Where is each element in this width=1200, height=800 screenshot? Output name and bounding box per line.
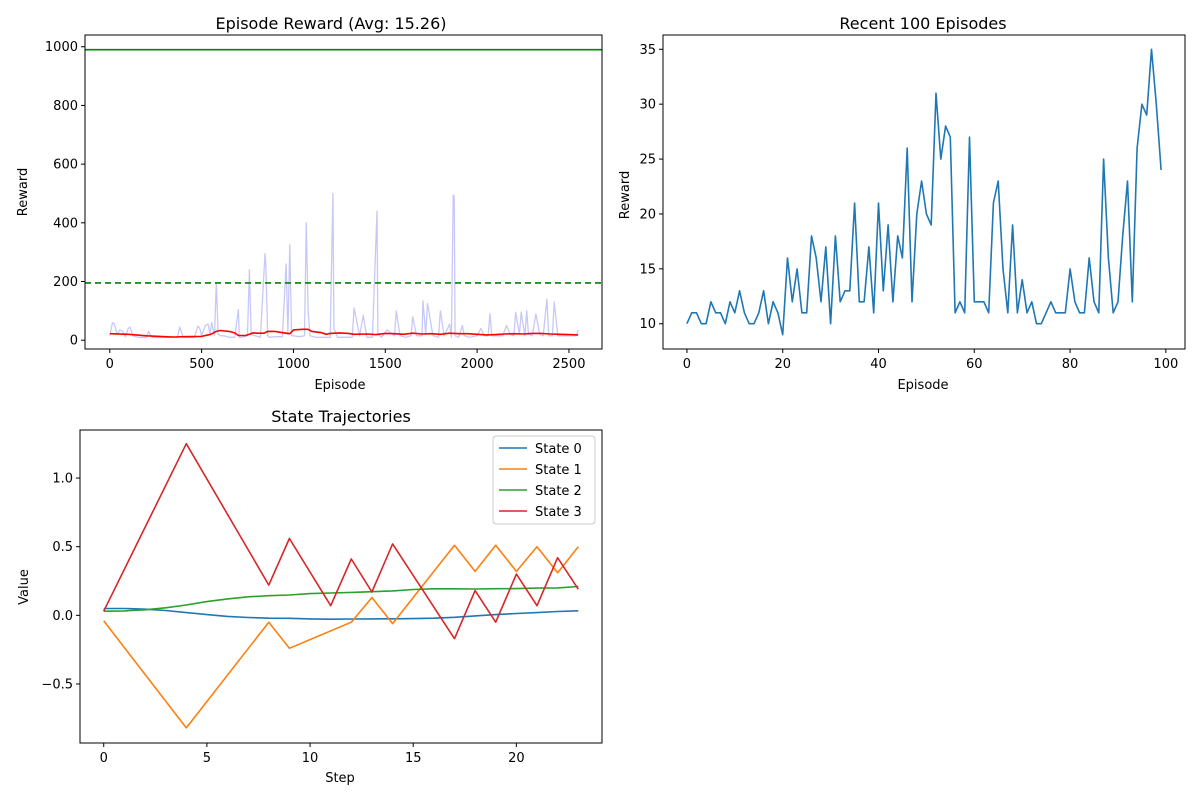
x-tick-label: 15 (405, 751, 422, 766)
y-tick-label: 1000 (45, 40, 78, 55)
y-tick-label: 400 (53, 216, 78, 231)
moving-average-line (109, 328, 579, 338)
x-tick-label: 0 (106, 357, 114, 372)
x-tick-label: 1000 (277, 357, 310, 372)
y-tick-label: 15 (639, 262, 656, 277)
series-line-0 (686, 48, 1162, 336)
y-tick-label: 0 (70, 334, 78, 349)
x-tick-label: 100 (1153, 357, 1178, 372)
recent-100-episodes-chart: Recent 100 Episodes 0 20 40 60 80 100 10 15 20 25… (618, 14, 1186, 393)
axes-frame (84, 34, 603, 350)
y-tick-label: 30 (639, 98, 656, 113)
y-tick-label: 600 (53, 158, 78, 173)
plot-area (686, 48, 1162, 336)
x-tick-label: 20 (508, 751, 525, 766)
y-tick-label: 10 (639, 317, 656, 332)
y-axis-label: Value (17, 569, 32, 605)
x-tick-label: 2500 (552, 357, 585, 372)
y-tick-label: 0.5 (52, 540, 73, 555)
x-axis-label: Episode (314, 378, 365, 393)
plot-area (102, 442, 579, 729)
axis-ticks: 0 5 10 15 20 −0.5 0.0 0.5 1.0 (41, 472, 524, 766)
series-line-state-2 (103, 585, 579, 612)
x-tick-label: 500 (189, 357, 214, 372)
x-tick-label: 20 (774, 357, 791, 372)
y-tick-label: 1.0 (52, 472, 73, 487)
chart-title: State Trajectories (271, 407, 411, 426)
x-tick-label: 0 (683, 357, 691, 372)
plot-area (85, 48, 602, 338)
state-trajectories-chart: State Trajectories 0 5 10 15 20 −0.5 0.0 0.5 1.0… (17, 407, 603, 786)
legend-label-state-0: State 0 (535, 442, 582, 457)
episode-reward-chart: Episode Reward (Avg: 15.26) 0 500 1000 1500… (16, 14, 603, 393)
x-tick-label: 60 (966, 357, 983, 372)
x-tick-label: 2000 (461, 357, 494, 372)
axes-frame (662, 34, 1186, 350)
axes-frame (79, 429, 603, 744)
legend-label-state-2: State 2 (535, 484, 582, 499)
y-axis-label: Reward (16, 168, 31, 216)
x-tick-label: 5 (203, 751, 211, 766)
axis-ticks: 0 500 1000 1500 2000 2500 0 200 400 600 800 1000 (45, 40, 586, 372)
x-tick-label: 80 (1062, 357, 1079, 372)
x-tick-label: 10 (302, 751, 319, 766)
legend-label-state-1: State 1 (535, 463, 582, 478)
y-tick-label: 200 (53, 275, 78, 290)
y-tick-label: 25 (639, 153, 656, 168)
x-tick-label: 0 (100, 751, 108, 766)
x-axis-label: Episode (897, 378, 948, 393)
x-axis-label: Step (325, 771, 355, 786)
x-tick-label: 1500 (369, 357, 402, 372)
x-tick-label: 40 (870, 357, 887, 372)
legend-box (492, 435, 596, 525)
legend-label-state-3: State 3 (535, 505, 582, 520)
y-tick-label: 20 (639, 207, 656, 222)
axis-ticks: 0 20 40 60 80 100 10 15 20 25 30 35 (639, 43, 1178, 372)
y-tick-label: 0.0 (52, 609, 73, 624)
series-line-state-3 (102, 442, 579, 640)
y-tick-label: 800 (53, 99, 78, 114)
y-axis-label: Reward (618, 171, 633, 219)
legend: State 0 State 1 State 2 State 3 (492, 435, 596, 525)
series-line-state-1 (103, 544, 579, 729)
chart-title: Recent 100 Episodes (839, 14, 1006, 33)
y-tick-label: −0.5 (41, 677, 73, 692)
chart-title: Episode Reward (Avg: 15.26) (216, 14, 447, 33)
y-tick-label: 35 (639, 43, 656, 58)
